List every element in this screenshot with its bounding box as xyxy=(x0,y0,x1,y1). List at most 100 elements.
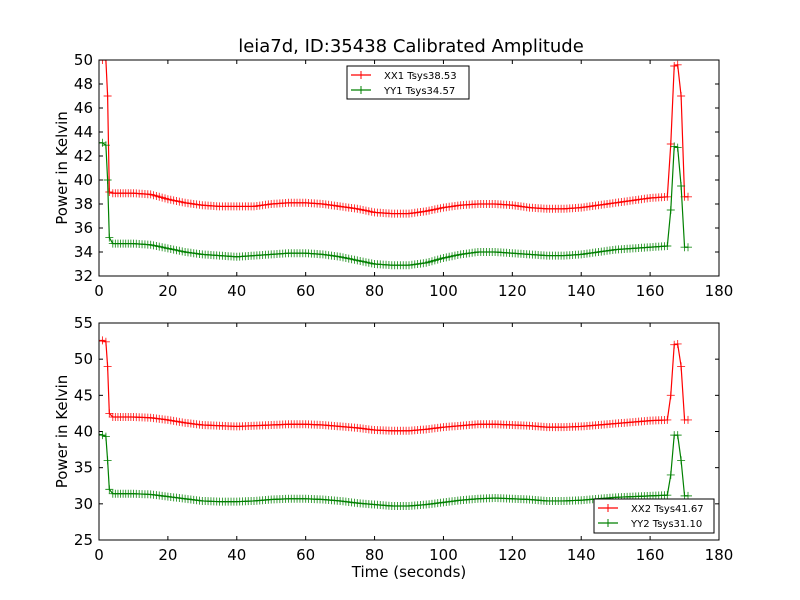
data-point xyxy=(105,233,114,242)
data-point xyxy=(99,430,103,439)
legend-label: XX2 Tsys41.67 xyxy=(631,504,704,515)
plots: 0 20 40 60 80 100 120 140 160 180 32 34 36 38 40 42 44 46… xyxy=(53,51,733,581)
figure-title: leia7d, ID:35438 Calibrated Amplitude xyxy=(238,36,584,57)
data-point xyxy=(663,491,672,500)
data-point xyxy=(103,362,112,371)
data-point xyxy=(677,182,686,190)
x-tick-label: 0 xyxy=(94,546,104,564)
data-point xyxy=(673,60,682,69)
legend-label: XX1 Tsys38.53 xyxy=(384,71,457,82)
x-tick-label: 120 xyxy=(498,546,527,564)
data-point xyxy=(103,176,112,184)
data-point xyxy=(666,206,675,214)
plot-frame xyxy=(98,59,720,277)
y-tick-label: 42 xyxy=(74,147,93,165)
legend-swatch-marker xyxy=(604,504,612,512)
y-tick-label: 45 xyxy=(74,386,93,404)
y-tick-label: 44 xyxy=(74,123,93,141)
x-axis-label: Time (seconds) xyxy=(351,563,467,581)
x-tick-label: 180 xyxy=(705,546,734,564)
data-point xyxy=(105,485,114,494)
data-point xyxy=(103,92,112,100)
y-tick-label: 32 xyxy=(74,267,93,285)
data-point xyxy=(105,409,114,418)
x-tick-label: 160 xyxy=(636,546,665,564)
y-tick-label: 50 xyxy=(74,51,93,69)
x-tick-label: 20 xyxy=(158,546,177,564)
x-tick-label: 60 xyxy=(296,282,315,300)
y-tick-label: 48 xyxy=(74,75,93,93)
legend-label: YY1 Tsys34.57 xyxy=(383,86,455,97)
y-axis-label: Power in Kelvin xyxy=(53,111,71,225)
x-tick-label: 100 xyxy=(429,546,458,564)
legend-box xyxy=(593,498,715,534)
data-point xyxy=(103,456,112,465)
y-tick-label: 30 xyxy=(74,495,93,513)
data-point xyxy=(673,143,682,152)
chart-panel-1: 0 20 40 60 80 100 120 140 160 180 32 34 36 38 40 42 44 46… xyxy=(53,51,733,300)
x-tick-label: 80 xyxy=(365,546,384,564)
data-point xyxy=(663,415,672,424)
legend: XX1 Tsys38.53 YY1 Tsys34.57 xyxy=(346,65,470,100)
series-group xyxy=(99,336,692,511)
data-point xyxy=(670,142,679,151)
y-axis-label: Power in Kelvin xyxy=(53,375,71,489)
data-point xyxy=(677,456,686,465)
y-tick-label: 46 xyxy=(74,99,93,117)
data-point xyxy=(663,192,672,201)
data-point xyxy=(670,62,679,70)
series-2 xyxy=(99,138,692,270)
series-2 xyxy=(99,430,692,511)
x-tick-label: 140 xyxy=(567,546,596,564)
legend-swatch-marker xyxy=(604,519,612,527)
x-tick-label: 140 xyxy=(567,282,596,300)
data-point xyxy=(101,141,110,150)
x-tick-label: 60 xyxy=(296,546,315,564)
y-tick-label: 40 xyxy=(74,171,93,189)
data-point xyxy=(684,415,692,424)
data-point xyxy=(666,470,675,479)
data-point xyxy=(99,431,107,440)
y-tick-label: 36 xyxy=(74,219,93,237)
legend-label: YY2 Tsys31.10 xyxy=(630,519,702,530)
legend-swatch-marker xyxy=(357,86,365,94)
x-tick-label: 180 xyxy=(705,282,734,300)
x-tick-label: 20 xyxy=(158,282,177,300)
legend-swatch-marker xyxy=(357,71,365,79)
series-1 xyxy=(99,60,692,218)
data-point xyxy=(670,340,679,349)
data-point xyxy=(663,242,672,250)
data-point xyxy=(99,60,107,64)
data-point xyxy=(101,337,110,346)
data-point xyxy=(673,431,682,440)
plot-frame xyxy=(98,322,720,541)
data-point xyxy=(684,243,692,252)
legend: XX2 Tsys41.67 YY2 Tsys31.10 xyxy=(593,498,715,534)
data-point xyxy=(101,432,110,441)
x-tick-label: 40 xyxy=(227,282,246,300)
x-tick-label: 0 xyxy=(94,282,104,300)
x-tick-label: 80 xyxy=(365,282,384,300)
y-tick-label: 35 xyxy=(74,459,93,477)
chart-panel-2: 0 20 40 60 80 100 120 140 160 180 25 30 35 40 45 50 55 Po… xyxy=(53,314,733,581)
data-point xyxy=(99,337,103,346)
data-point xyxy=(666,391,675,400)
x-tick-label: 120 xyxy=(498,282,527,300)
y-tick-label: 50 xyxy=(74,350,93,368)
series-1 xyxy=(99,336,692,435)
x-tick-label: 160 xyxy=(636,282,665,300)
y-tick-label: 55 xyxy=(74,314,93,332)
data-point xyxy=(673,339,682,348)
series-group xyxy=(99,60,692,270)
y-tick-label: 34 xyxy=(74,243,93,261)
x-tick-label: 100 xyxy=(429,282,458,300)
data-point xyxy=(684,192,692,201)
data-point xyxy=(101,60,110,64)
data-point xyxy=(99,336,107,345)
y-tick-label: 25 xyxy=(74,531,93,549)
data-point xyxy=(677,92,686,100)
y-tick-label: 38 xyxy=(74,195,93,213)
legend-box xyxy=(346,65,470,100)
data-point xyxy=(677,362,686,371)
